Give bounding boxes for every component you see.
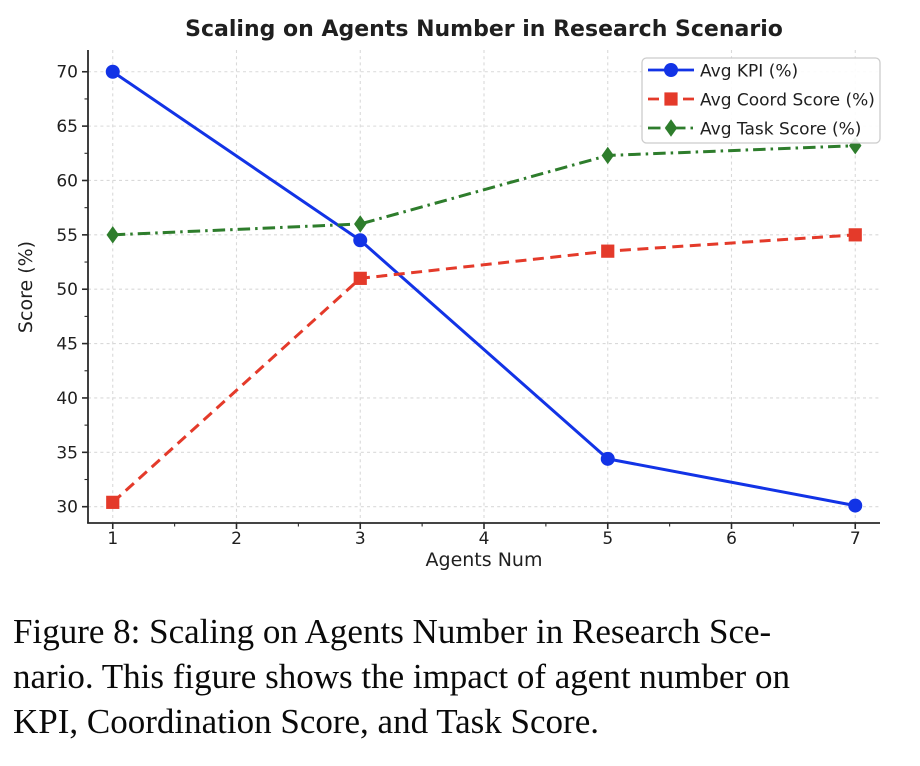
legend-marker-1 [664,92,678,106]
series-marker-1 [353,271,367,285]
chart-title: Scaling on Agents Number in Research Sce… [185,17,783,42]
x-axis-label: Agents Num [426,549,543,571]
x-tick-label: 3 [355,529,366,549]
x-tick-label: 2 [231,529,242,549]
series-line-0 [111,70,856,508]
series-marker-1 [106,495,120,509]
series-marker-1 [848,228,862,242]
y-tick-label: 50 [56,280,78,300]
y-tick-label: 65 [56,117,78,137]
figure-caption: Figure 8: Scaling on Agents Number in Re… [13,609,908,744]
series-marker-1 [601,244,615,258]
caption-line-1: Figure 8: Scaling on Agents Number in Re… [13,612,772,651]
legend-label-0: Avg KPI (%) [700,62,798,82]
caption-line-3: KPI, Coordination Score, and Task Score. [13,702,599,741]
y-tick-label: 55 [56,226,78,246]
y-axis-label: Score (%) [15,241,37,333]
y-tick-label: 30 [56,498,78,518]
legend-label-2: Avg Task Score (%) [700,120,861,140]
legend-box [641,57,881,144]
series-marker-2 [106,226,119,244]
caption-line-2: nario. This figure shows the impact of a… [13,657,790,696]
series-marker-0 [353,233,368,248]
x-tick-label: 7 [850,529,861,549]
y-tick-label: 70 [56,63,78,83]
legend-marker-2 [664,119,678,137]
x-tick-label: 5 [602,529,613,549]
y-tick-label: 40 [56,389,78,409]
legend-marker-0 [664,63,678,77]
y-tick-label: 45 [56,335,78,355]
x-tick-label: 4 [479,529,490,549]
y-tick-label: 35 [56,443,78,463]
series-marker-0 [600,451,615,466]
x-tick-label: 1 [107,529,118,549]
series-line-2 [112,144,856,237]
y-tick-label: 60 [56,171,78,191]
series-marker-2 [354,215,367,233]
series-marker-2 [601,146,614,165]
x-tick-label: 6 [726,529,737,549]
series-marker-0 [105,64,120,79]
series-marker-0 [848,498,863,513]
legend-label-1: Avg Coord Score (%) [700,91,875,111]
series-line-1 [111,233,856,504]
